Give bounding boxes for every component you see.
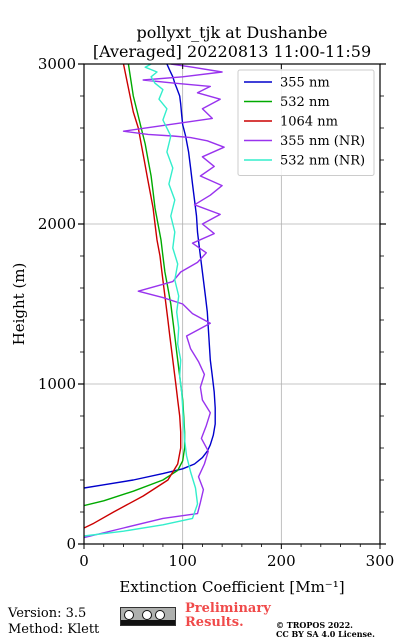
license-label: CC BY SA 4.0 License. — [276, 629, 375, 639]
y-tick-label: 0 — [66, 535, 76, 553]
copyright-label: © TROPOS 2022. — [276, 620, 353, 630]
y-tick-label: 3000 — [38, 55, 76, 73]
x-tick-label: 0 — [79, 552, 89, 570]
x-tick-label: 300 — [366, 552, 395, 570]
series-line-3 — [84, 64, 182, 529]
legend-label-5: 532 nm (NR) — [280, 154, 365, 169]
series-line-5 — [84, 64, 199, 537]
extinction-chart: pollyxt_tjk at Dushanbe[Averaged] 202208… — [10, 23, 395, 596]
version-label: Version: 3.5 — [8, 606, 87, 621]
chart-subtitle: [Averaged] 20220813 11:00-11:59 — [93, 42, 371, 61]
legend-box — [237, 69, 375, 176]
cc-by-sa-icon — [120, 607, 176, 626]
legend-label-3: 1064 nm — [280, 115, 338, 130]
series-line-2 — [84, 64, 186, 507]
preliminary-results-label: Preliminary Results. — [185, 601, 271, 630]
legend-label-1: 355 nm — [280, 76, 330, 91]
y-tick-label: 1000 — [38, 375, 76, 393]
chart-title: pollyxt_tjk at Dushanbe — [136, 23, 327, 42]
legend-label-4: 355 nm (NR) — [280, 134, 365, 149]
y-tick-label: 2000 — [38, 215, 76, 233]
x-tick-label: 200 — [267, 552, 296, 570]
series-line-4 — [84, 64, 225, 539]
series-line-1 — [84, 64, 216, 489]
x-axis-label: Extinction Coefficient [Mm⁻¹] — [119, 578, 344, 596]
x-tick-label: 100 — [168, 552, 197, 570]
method-label: Method: Klett — [8, 622, 100, 637]
plot-frame — [83, 63, 381, 545]
y-axis-label: Height (m) — [10, 263, 28, 346]
legend-label-2: 532 nm — [280, 95, 330, 110]
